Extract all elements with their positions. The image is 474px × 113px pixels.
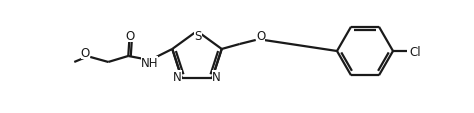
Text: Cl: Cl: [409, 45, 421, 58]
Text: N: N: [212, 70, 221, 83]
Text: O: O: [81, 47, 90, 60]
Text: N: N: [173, 70, 182, 83]
Text: S: S: [194, 30, 202, 43]
Text: O: O: [126, 30, 135, 43]
Text: O: O: [256, 30, 265, 43]
Text: NH: NH: [140, 57, 158, 70]
